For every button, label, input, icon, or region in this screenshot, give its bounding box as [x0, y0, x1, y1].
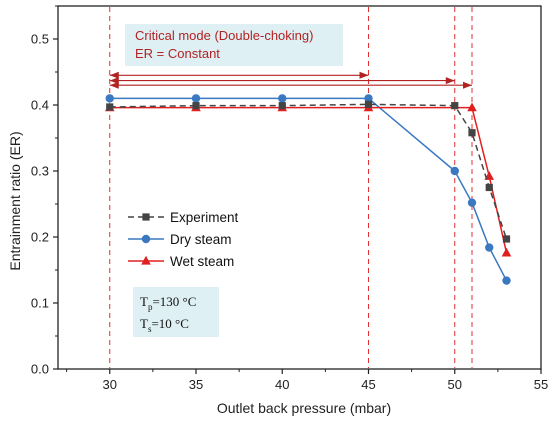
annotation-line-1: Critical mode (Double-choking) [135, 28, 313, 43]
x-tick-label: 45 [361, 377, 375, 392]
range-arrow-head-right [359, 71, 369, 79]
x-axis-title: Outlet back pressure (mbar) [217, 400, 391, 416]
data-point-experiment [451, 102, 459, 110]
data-point-dry-steam [467, 198, 477, 207]
legend-label-experiment: Experiment [170, 210, 239, 225]
ts-main: T [140, 316, 148, 331]
data-point-experiment [485, 183, 493, 192]
y-axis-title: Entrainment ratio (ER) [7, 131, 23, 270]
legend-marker-dry-steam [141, 234, 151, 244]
critical-mode-annotation: Critical mode (Double-choking) ER = Cons… [125, 24, 343, 66]
x-tick-label: 30 [103, 377, 117, 392]
x-tick-label: 50 [448, 377, 462, 392]
range-arrow-head-right [445, 77, 455, 85]
tp-value: =130 °C [152, 294, 196, 309]
legend-item-wet-steam: Wet steam [128, 254, 234, 269]
series-line-experiment [109, 103, 508, 240]
data-point-dry-steam [278, 94, 287, 103]
data-point-experiment [106, 103, 114, 111]
data-point-experiment [502, 235, 511, 243]
y-tick-label: 0.1 [31, 296, 49, 311]
data-point-experiment [278, 102, 286, 110]
legend-marker-experiment [142, 213, 150, 221]
x-tick-label: 55 [534, 377, 548, 392]
x-tick-label: 40 [275, 377, 289, 392]
data-point-experiment [192, 102, 200, 110]
x-tick-label: 35 [189, 377, 203, 392]
y-tick-label: 0.0 [31, 362, 49, 377]
legend-marker-wet-steam [141, 255, 151, 265]
data-point-dry-steam [364, 94, 373, 103]
legend-label-wet-steam: Wet steam [170, 254, 234, 269]
ts-subscript: s [148, 324, 152, 334]
plot-frame [57, 5, 542, 370]
range-arrow-head-left [109, 81, 119, 89]
legend: Experiment Dry steam Wet steam [128, 210, 239, 269]
legend-item-dry-steam: Dry steam [128, 232, 232, 247]
data-point-experiment [468, 129, 476, 137]
tp-condition: Tp=130 °C [140, 294, 196, 312]
data-point-dry-steam [502, 276, 511, 285]
legend-label-dry-steam: Dry steam [170, 232, 232, 247]
data-point-experiment [364, 100, 373, 108]
y-tick-label: 0.4 [31, 98, 49, 113]
data-point-wet-steam [467, 102, 477, 112]
annotation-background [125, 24, 343, 66]
tp-subscript: p [148, 302, 153, 312]
range-arrow-head-left [109, 71, 119, 79]
range-arrow-head-right [463, 81, 472, 89]
y-tick-label: 0.3 [31, 164, 49, 179]
annotation-line-2: ER = Constant [135, 46, 220, 61]
series-line-dry-steam [109, 97, 508, 281]
data-point-wet-steam [501, 247, 512, 257]
data-point-dry-steam [450, 166, 459, 176]
y-tick-label: 0.5 [31, 32, 49, 47]
y-tick-label: 0.2 [31, 230, 49, 245]
ts-condition: Ts=10 °C [140, 316, 189, 334]
plot-area: 30 35 40 45 50 55 0.0 0.1 0.2 0.3 0.4 0.5 [31, 5, 548, 392]
tp-main: T [140, 294, 148, 309]
ts-value: =10 °C [151, 316, 188, 331]
data-point-dry-steam [485, 243, 494, 252]
data-point-dry-steam [191, 94, 201, 103]
range-arrow-head-left [109, 77, 119, 85]
conditions-background [133, 287, 219, 337]
conditions-annotation: Tp=130 °C Ts=10 °C [133, 287, 219, 337]
legend-item-experiment: Experiment [128, 210, 239, 225]
data-point-dry-steam [105, 94, 114, 103]
